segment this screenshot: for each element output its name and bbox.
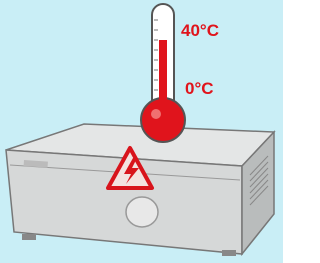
low-temp-label: 0°C — [185, 79, 214, 98]
box-foot — [222, 250, 236, 256]
box-knob — [126, 197, 158, 227]
thermometer-column — [159, 40, 167, 120]
bulb-highlight — [151, 109, 161, 119]
high-temp-label: 40°C — [181, 21, 219, 40]
box-foot — [22, 234, 36, 240]
illustration: 40°C 0°C — [0, 0, 283, 263]
